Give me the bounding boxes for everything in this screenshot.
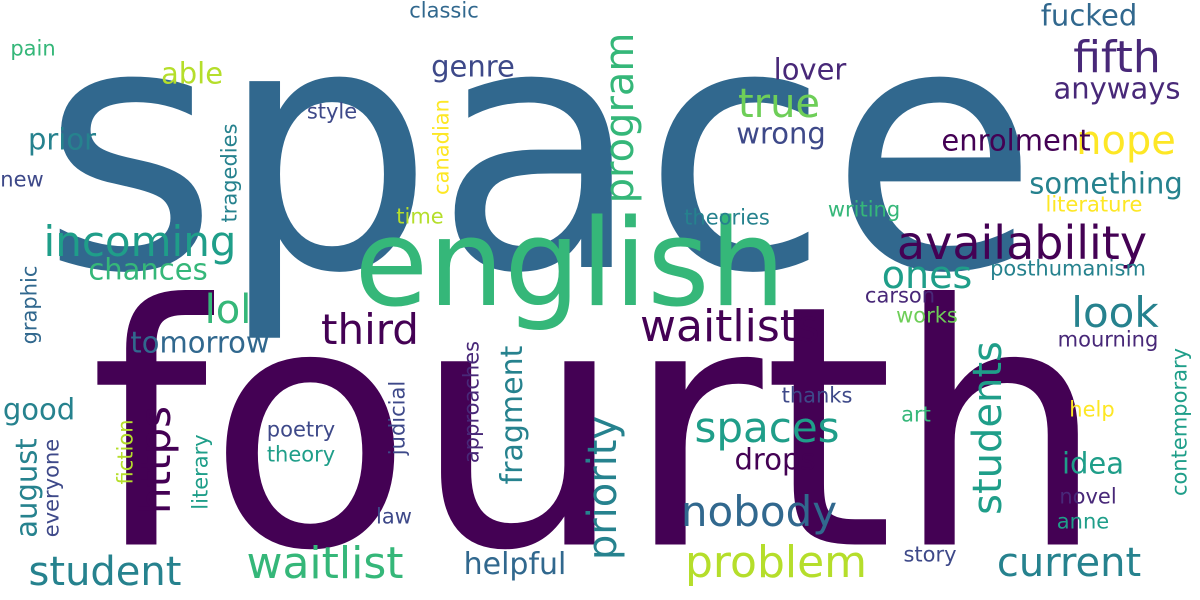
word-spaces: spaces <box>694 403 840 452</box>
word-canadian: canadian <box>429 99 454 195</box>
word-style: style <box>306 99 358 124</box>
word-theory: theory <box>266 442 336 467</box>
word-ones: ones <box>881 253 973 297</box>
word-program: program <box>597 32 643 204</box>
word-poetry: poetry <box>266 417 336 442</box>
word-everyone: everyone <box>39 438 64 538</box>
word-august: august <box>9 438 44 538</box>
word-story: story <box>903 542 957 567</box>
word-help: help <box>1069 397 1115 422</box>
word-waitlists: waitlists <box>640 301 820 352</box>
word-nobody: nobody <box>680 487 838 536</box>
word-art: art <box>901 402 931 427</box>
word-able: able <box>160 56 224 91</box>
word-tomorrow: tomorrow <box>130 325 270 360</box>
word-fourth: fourth <box>89 234 1107 600</box>
word-problem: problem <box>684 537 868 588</box>
word-carson: carson <box>864 283 936 308</box>
word-english: english <box>354 195 786 334</box>
word-new: new <box>0 167 44 192</box>
word-enrolment: enrolment <box>941 123 1091 158</box>
word-good: good <box>2 392 76 427</box>
word-judicial: judicial <box>385 380 410 456</box>
word-current: current <box>996 540 1142 586</box>
word-fucked: fucked <box>1040 0 1138 33</box>
word-fifth: fifth <box>1073 32 1161 83</box>
word-literary: literary <box>188 434 213 510</box>
word-approaches: approaches <box>459 340 484 464</box>
word-classic: classic <box>409 0 479 23</box>
word-chances: chances <box>88 252 208 287</box>
word-tragedies: tragedies <box>217 123 242 223</box>
word-anyways: anyways <box>1053 71 1181 106</box>
word-lol: lol <box>204 287 252 333</box>
word-true: true <box>737 81 821 127</box>
word-student: student <box>28 549 182 595</box>
word-anne: anne <box>1056 509 1110 534</box>
word-mourning: mourning <box>1057 327 1159 352</box>
word-students: students <box>965 341 1011 515</box>
word-helpful: helpful <box>463 547 567 582</box>
word-prior: prior <box>27 122 97 157</box>
word-thanks: thanks <box>781 383 853 408</box>
word-graphic: graphic <box>17 265 42 345</box>
word-priority: priority <box>580 415 626 561</box>
word-works: works <box>896 303 958 328</box>
word-waitlist: waitlist <box>246 538 404 589</box>
word-contemporary: contemporary <box>1167 347 1192 497</box>
word-look: look <box>1071 288 1159 337</box>
word-fragment: fragment <box>495 345 530 485</box>
word-literature: literature <box>1045 192 1143 217</box>
word-wrong: wrong <box>736 116 826 151</box>
word-posthumanism: posthumanism <box>990 256 1146 281</box>
word-nope: nope <box>1076 118 1176 164</box>
word-incoming: incoming <box>43 217 237 266</box>
word-pain: pain <box>10 36 56 61</box>
word-time: time <box>396 204 444 229</box>
word-theories: theories <box>684 205 770 230</box>
word-space: space <box>41 0 1039 348</box>
word-genre: genre <box>431 49 515 84</box>
word-something: something <box>1029 166 1183 201</box>
word-idea: idea <box>1061 446 1125 481</box>
word-drops: drops <box>734 442 816 477</box>
word-fiction: fiction <box>113 419 138 485</box>
word-writing: writing <box>827 197 901 222</box>
word-availability: availability <box>896 216 1148 270</box>
word-law: law <box>376 504 412 529</box>
word-third: third <box>321 305 419 354</box>
word-https: https <box>131 405 180 515</box>
word-lover: lover <box>773 52 847 87</box>
word-novel: novel <box>1059 484 1117 509</box>
